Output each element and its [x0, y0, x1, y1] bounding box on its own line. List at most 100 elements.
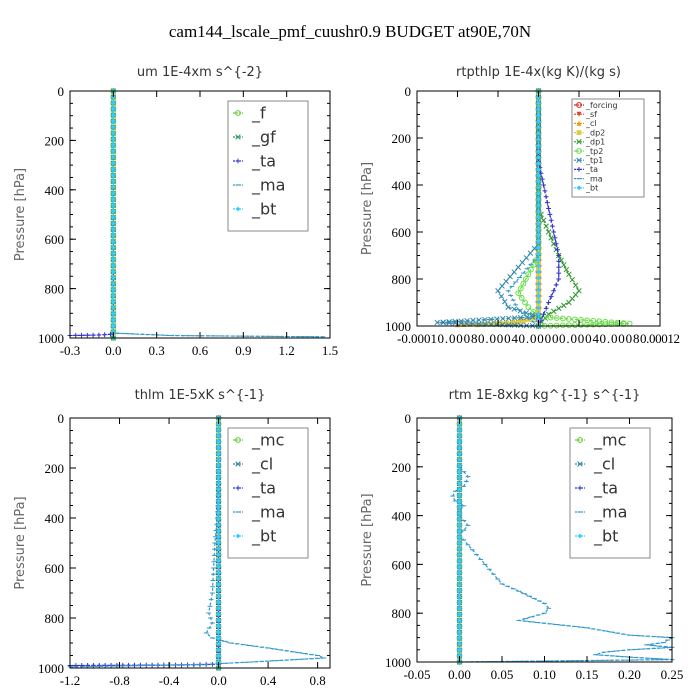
y-tick-label: 0 — [58, 84, 65, 99]
legend-entry: _bt — [593, 527, 618, 547]
data-point — [548, 235, 554, 241]
data-point — [110, 130, 116, 136]
data-point — [565, 322, 572, 329]
data-point — [216, 481, 221, 486]
y-tick-label: 800 — [45, 282, 65, 297]
data-point — [536, 178, 541, 184]
data-point — [457, 647, 462, 653]
y-axis-label: Pressure [hPa] — [360, 493, 375, 586]
data-point — [569, 277, 576, 283]
data-point — [110, 233, 116, 238]
data-point — [110, 281, 116, 287]
x-tick-label: 0.3 — [149, 343, 165, 358]
data-point — [536, 227, 541, 232]
data-point — [91, 662, 96, 668]
data-point — [457, 534, 462, 540]
y-tick-label: 800 — [392, 272, 412, 287]
data-point — [110, 221, 116, 226]
legend-entry: _cl — [251, 455, 273, 475]
data-point — [120, 662, 126, 668]
x-tick-label: -0.4 — [159, 673, 180, 688]
x-tick-label: 0.0008 — [438, 331, 478, 346]
data-point — [110, 329, 116, 335]
legend: _mc _cl _ta _ma _bt — [569, 427, 651, 559]
data-point — [546, 300, 552, 305]
data-point — [457, 582, 462, 588]
data-point — [550, 240, 557, 247]
data-point — [511, 306, 517, 312]
data-point — [519, 259, 526, 266]
x-tick-label: 0.4 — [260, 673, 277, 688]
x-tick-label: 0.25 — [661, 667, 684, 682]
data-point — [531, 245, 538, 252]
legend-entry: _bt — [251, 200, 276, 220]
data-point — [446, 319, 452, 325]
data-point — [73, 333, 79, 338]
data-point — [110, 317, 116, 323]
legend-entry: _ta — [585, 165, 598, 174]
data-point — [517, 285, 524, 292]
data-point — [538, 170, 544, 176]
data-point — [572, 282, 579, 289]
data-point — [110, 166, 116, 172]
y-tick-label: 600 — [45, 561, 65, 576]
data-point — [536, 112, 541, 118]
legend-entry: _bt — [251, 527, 276, 547]
chart-panel: thlm 1E-5xK s^{-1} Pressure [hPa] 0 200 400 6… — [13, 388, 331, 688]
data-point — [216, 606, 221, 611]
data-point — [216, 570, 221, 576]
data-point — [457, 606, 462, 611]
y-tick-label: 1000 — [38, 661, 64, 676]
data-point — [536, 302, 541, 308]
series-markers — [450, 417, 675, 663]
data-point — [216, 552, 221, 558]
data-point — [572, 322, 578, 328]
data-point — [216, 522, 221, 528]
data-point — [561, 302, 567, 309]
data-point — [216, 439, 221, 445]
legend-entry: _ma — [585, 174, 603, 183]
data-point — [458, 320, 464, 327]
series-markers — [67, 88, 116, 338]
data-point — [110, 154, 116, 160]
data-point — [536, 305, 541, 311]
x-tick-label: 0.15 — [576, 667, 599, 682]
data-point — [550, 308, 557, 315]
data-point — [216, 457, 221, 463]
data-point — [84, 332, 90, 338]
data-point — [110, 124, 116, 130]
series-markers — [434, 88, 542, 329]
data-point — [596, 318, 603, 325]
data-point — [556, 276, 562, 282]
data-point — [216, 576, 221, 582]
data-point — [457, 516, 462, 522]
legend-entry: _cl — [593, 455, 615, 475]
series-group — [450, 415, 675, 665]
legend-entry: _mc — [251, 431, 284, 451]
legend-box — [569, 427, 651, 559]
x-tick-label: 1.5 — [322, 343, 338, 358]
x-tick-label: -0.05 — [403, 667, 430, 682]
x-tick-label: 0.00012 — [640, 331, 680, 346]
x-tick-label: 0.0 — [105, 343, 121, 358]
data-point — [556, 270, 562, 276]
data-point — [110, 136, 116, 142]
data-point — [457, 594, 462, 599]
series-markers — [216, 415, 221, 671]
data-point — [216, 492, 221, 498]
data-point — [548, 294, 554, 300]
legend-entry: _forcing — [585, 101, 618, 110]
data-point — [457, 510, 462, 516]
legend-entry: _ta — [251, 152, 276, 172]
data-point — [457, 623, 462, 629]
data-point — [556, 264, 562, 270]
data-point — [527, 250, 534, 256]
data-point — [541, 311, 546, 317]
data-point — [216, 635, 221, 641]
data-point — [536, 245, 541, 251]
data-point — [481, 322, 486, 327]
legend-marker — [235, 206, 241, 212]
data-point — [108, 662, 114, 668]
data-point — [536, 269, 541, 275]
data-point — [470, 320, 476, 327]
